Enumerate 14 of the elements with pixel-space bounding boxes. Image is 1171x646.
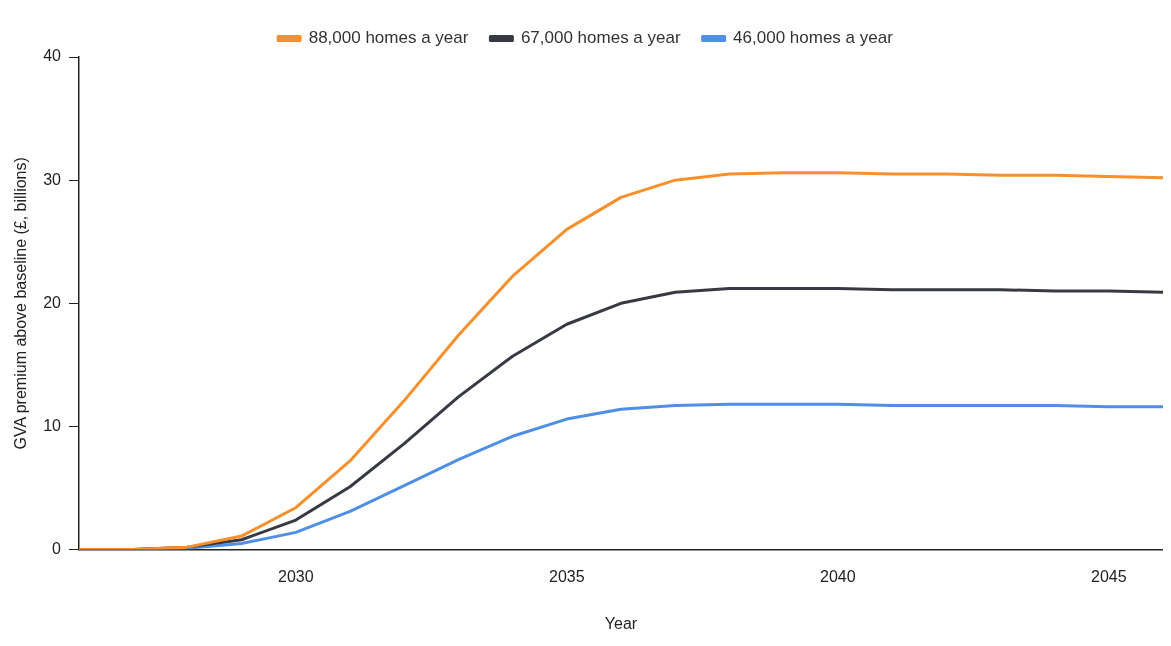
x-tick-label: 2040 [820,567,856,585]
legend-label: 88,000 homes a year [308,28,469,48]
x-tick-label: 2045 [1091,567,1127,585]
y-tick-label: 30 [43,170,62,188]
y-tick-label: 20 [43,293,62,311]
x-axis-title: Year [604,614,638,632]
legend-label: 67,000 homes a year [520,28,681,48]
y-tick-label: 40 [43,47,62,65]
x-tick-label: 2035 [549,567,585,585]
y-tick-label: 10 [43,416,62,434]
legend-label: 46,000 homes a year [733,28,894,48]
x-tick-label: 2030 [278,567,314,585]
y-tick-label: 0 [52,540,62,558]
y-axis-title: GVA premium above baseline (£, billions) [12,157,30,450]
